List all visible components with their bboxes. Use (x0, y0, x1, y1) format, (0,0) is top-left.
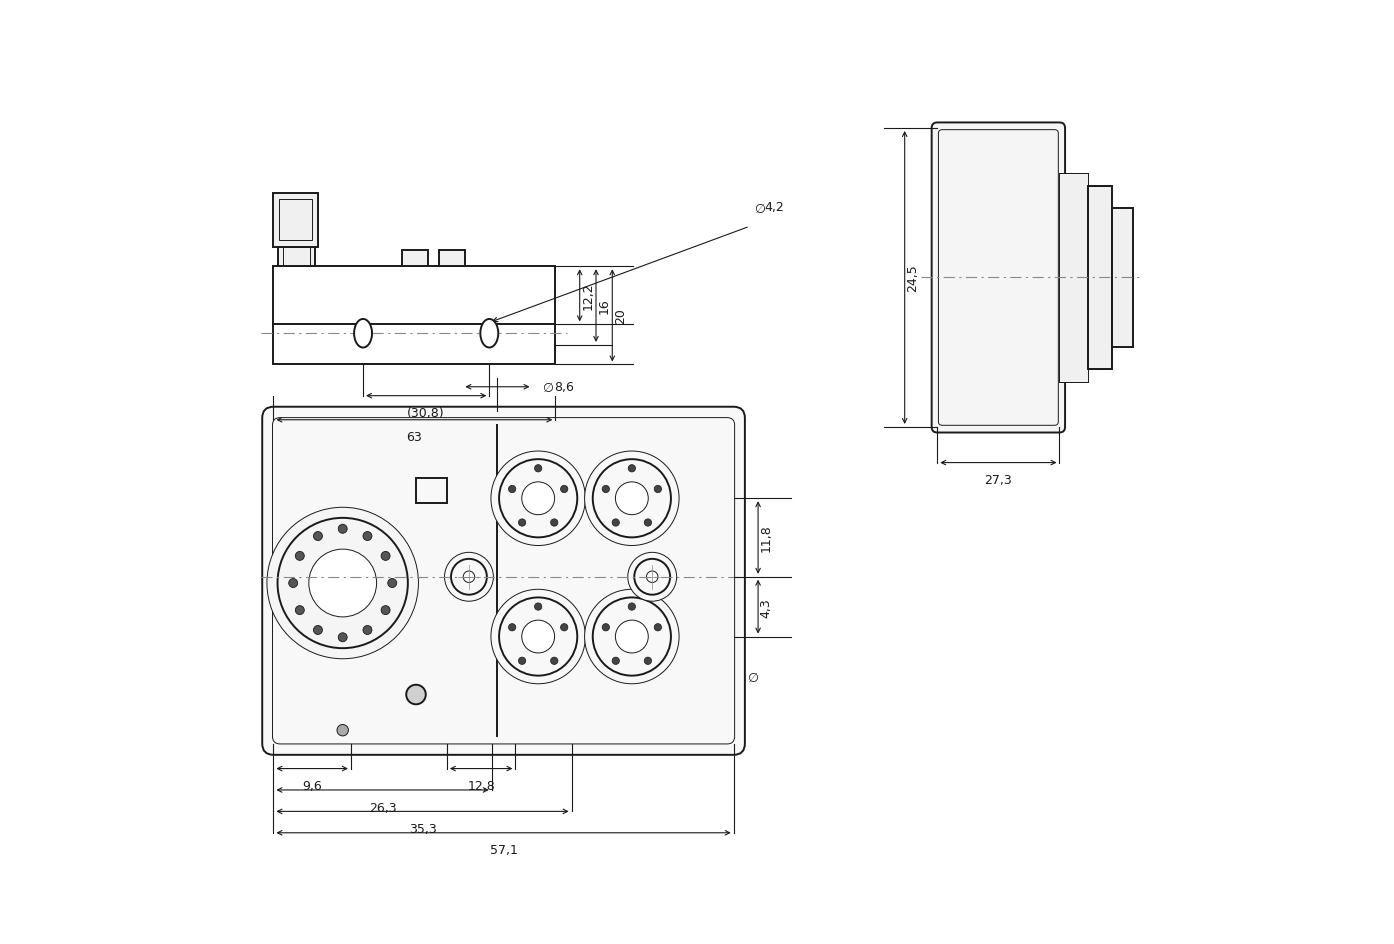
Circle shape (337, 725, 348, 736)
Text: $\varnothing$: $\varnothing$ (754, 201, 767, 215)
Text: (30,8): (30,8) (407, 407, 445, 420)
Circle shape (339, 525, 347, 533)
Text: 4,3: 4,3 (760, 598, 772, 616)
Circle shape (381, 552, 390, 561)
FancyBboxPatch shape (931, 124, 1065, 433)
Bar (277, 247, 315, 267)
Text: 26,3: 26,3 (369, 801, 396, 814)
Circle shape (634, 559, 671, 595)
Circle shape (509, 486, 516, 493)
Circle shape (602, 624, 609, 632)
Circle shape (381, 606, 390, 615)
Circle shape (534, 603, 542, 611)
Bar (273, 194, 318, 247)
Text: 57,1: 57,1 (489, 844, 517, 856)
Circle shape (654, 624, 662, 632)
Bar (1112, 210, 1133, 347)
FancyBboxPatch shape (262, 407, 744, 755)
Circle shape (615, 482, 648, 515)
Text: 35,3: 35,3 (408, 822, 436, 835)
Circle shape (629, 465, 636, 472)
Circle shape (296, 552, 304, 561)
Circle shape (644, 657, 651, 665)
Circle shape (339, 633, 347, 642)
Text: 16: 16 (598, 298, 611, 314)
Circle shape (296, 606, 304, 615)
Circle shape (602, 486, 609, 493)
Circle shape (452, 559, 487, 595)
Circle shape (314, 626, 322, 634)
Circle shape (615, 620, 648, 653)
Text: 12,2: 12,2 (581, 282, 594, 310)
Circle shape (362, 532, 372, 541)
Circle shape (277, 518, 408, 649)
Circle shape (560, 624, 567, 632)
Circle shape (509, 624, 516, 632)
Circle shape (560, 486, 567, 493)
Text: $\varnothing$: $\varnothing$ (747, 670, 760, 684)
Circle shape (584, 590, 679, 684)
Circle shape (584, 451, 679, 546)
Circle shape (592, 598, 671, 676)
Circle shape (647, 571, 658, 582)
Circle shape (534, 465, 542, 472)
Text: 8,6: 8,6 (555, 380, 574, 394)
Circle shape (445, 553, 493, 601)
Bar (1087, 187, 1112, 369)
Bar (415, 479, 447, 503)
Circle shape (612, 519, 619, 527)
Text: 27,3: 27,3 (984, 474, 1012, 487)
Circle shape (519, 657, 526, 665)
Text: 9,6: 9,6 (302, 780, 322, 792)
Circle shape (289, 579, 298, 588)
Circle shape (499, 460, 577, 538)
Circle shape (654, 486, 662, 493)
Circle shape (406, 685, 425, 704)
Circle shape (491, 590, 585, 684)
Text: 11,8: 11,8 (760, 524, 772, 552)
Circle shape (314, 532, 322, 541)
Bar (273, 267, 555, 365)
Circle shape (644, 519, 651, 527)
Circle shape (521, 620, 555, 653)
Circle shape (463, 571, 475, 582)
Bar (401, 251, 428, 267)
Circle shape (521, 482, 555, 515)
Circle shape (551, 519, 558, 527)
Circle shape (266, 508, 418, 659)
Circle shape (627, 553, 676, 601)
Text: 24,5: 24,5 (906, 264, 919, 292)
Text: 63: 63 (407, 431, 422, 444)
Text: $\varnothing$: $\varnothing$ (542, 380, 555, 395)
Bar (1059, 174, 1087, 383)
Ellipse shape (481, 320, 498, 348)
Circle shape (309, 549, 376, 617)
Circle shape (612, 657, 619, 665)
Circle shape (499, 598, 577, 676)
Text: 20: 20 (613, 308, 627, 324)
Circle shape (629, 603, 636, 611)
Circle shape (491, 451, 585, 546)
Circle shape (519, 519, 526, 527)
Ellipse shape (354, 320, 372, 348)
Circle shape (592, 460, 671, 538)
Circle shape (388, 579, 397, 588)
Text: 4,2: 4,2 (764, 200, 785, 213)
Circle shape (551, 657, 558, 665)
Circle shape (362, 626, 372, 634)
Bar (279, 200, 312, 241)
Text: 12,8: 12,8 (467, 780, 495, 792)
Bar (439, 251, 464, 267)
